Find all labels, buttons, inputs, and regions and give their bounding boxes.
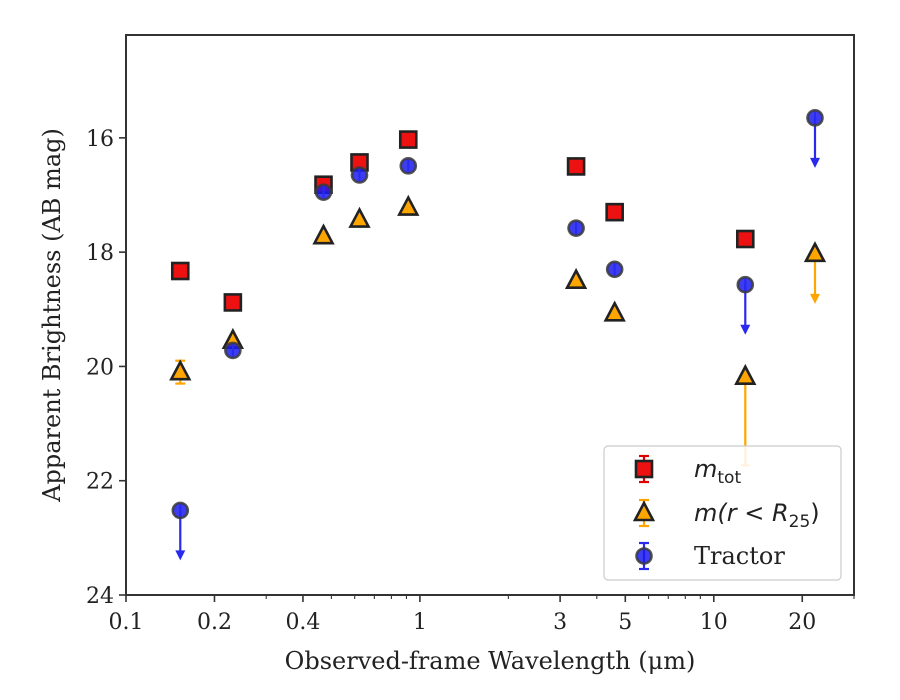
y-tick-label: 24 <box>86 584 114 609</box>
legend: mtot m(r < R25) Tractor <box>603 445 842 581</box>
y-tick-label: 22 <box>86 470 114 495</box>
axis-ticks: 0.1 0.2 0.4 1 3 5 10 20 16 18 20 22 24 <box>86 127 855 635</box>
legend-marker-mr25 <box>632 500 656 522</box>
x-axis-label: Observed-frame Wavelength (μm) <box>285 647 696 675</box>
data-point-mr25 <box>603 300 626 322</box>
upper-limit-arrow-head <box>809 157 820 168</box>
data-point-mr25 <box>169 359 192 381</box>
data-point-mr25 <box>803 241 827 263</box>
data-point-mtot <box>735 229 755 249</box>
x-tick-label: 10 <box>700 610 728 635</box>
legend-label-mtot: mtot <box>694 455 741 488</box>
data-point-mtot <box>605 202 624 222</box>
data-point-mtot <box>170 261 190 281</box>
data-point-mr25 <box>312 223 335 245</box>
upper-limit-arrow-head <box>175 550 186 561</box>
legend-marker-mtot <box>634 459 654 479</box>
legend-marker-tractor <box>635 547 653 565</box>
x-tick-label: 0.4 <box>285 610 320 635</box>
series-tractor <box>171 109 824 561</box>
y-tick-label: 16 <box>86 127 114 152</box>
upper-limit-arrow-head <box>809 293 820 304</box>
upper-limit-arrow-head <box>740 324 751 335</box>
x-tick-label: 1 <box>413 610 427 635</box>
plot-frame <box>125 34 855 596</box>
x-tick-label: 0.2 <box>197 610 232 635</box>
data-point-mtot <box>566 157 586 176</box>
data-point-mr25 <box>564 267 588 290</box>
y-tick-label: 20 <box>86 355 114 380</box>
legend-entry-mr25: m(r < R25) <box>632 498 820 532</box>
x-tick-label: 3 <box>553 610 567 635</box>
x-tick-label: 0.1 <box>109 610 144 635</box>
data-point-mr25 <box>734 363 757 386</box>
legend-label-tractor: Tractor <box>694 542 785 570</box>
data-point-mr25 <box>348 206 371 228</box>
data-point-mtot <box>398 130 418 149</box>
x-tick-label: 20 <box>788 610 816 635</box>
y-tick-label: 18 <box>86 241 114 266</box>
data-point-mr25 <box>397 194 420 216</box>
data-point-mtot <box>223 293 243 312</box>
legend-frame <box>603 445 842 581</box>
y-axis-label: Apparent Brightness (AB mag) <box>38 128 66 503</box>
legend-entry-mtot: mtot <box>634 454 741 488</box>
x-tick-label: 5 <box>618 610 632 635</box>
legend-label-mr25: m(r < R25) <box>694 499 820 532</box>
legend-entry-tractor: Tractor <box>635 541 785 571</box>
